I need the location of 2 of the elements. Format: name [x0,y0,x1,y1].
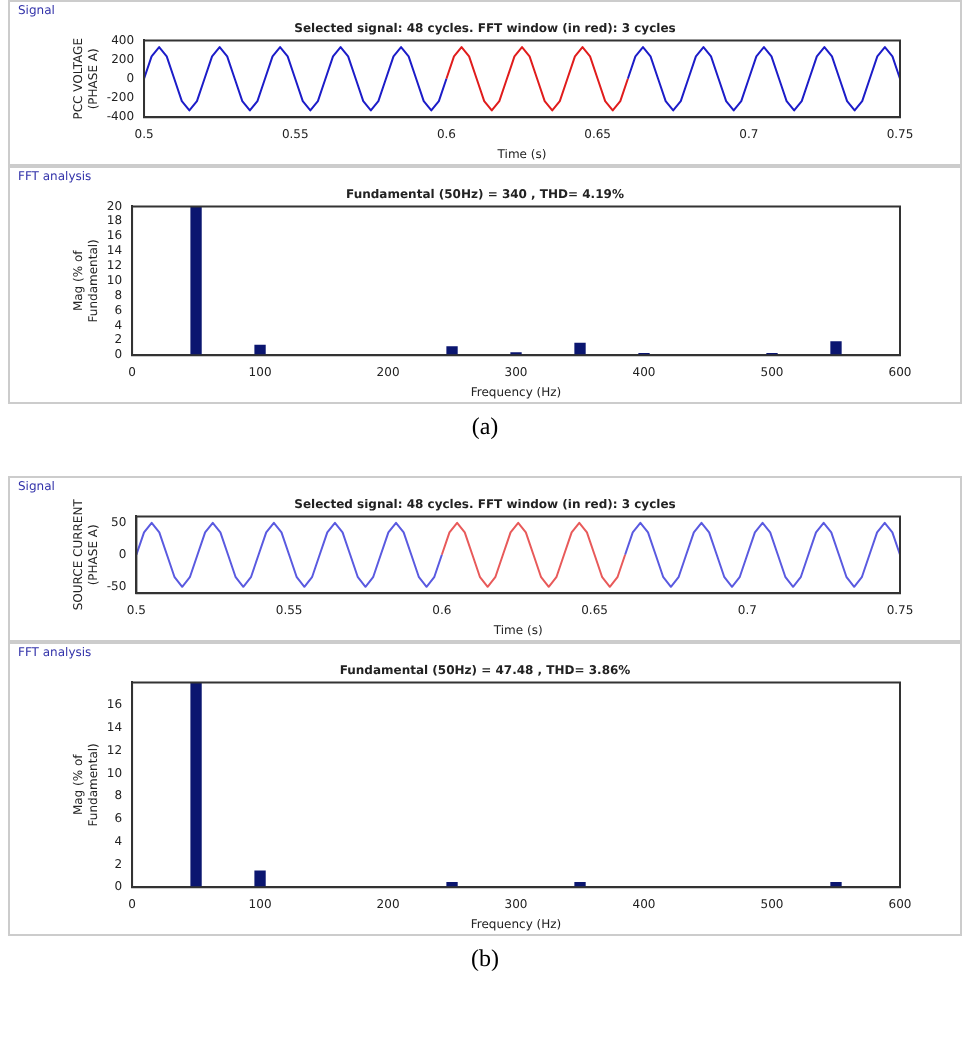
text: (b) [469,942,501,976]
text: (a) [469,410,501,444]
